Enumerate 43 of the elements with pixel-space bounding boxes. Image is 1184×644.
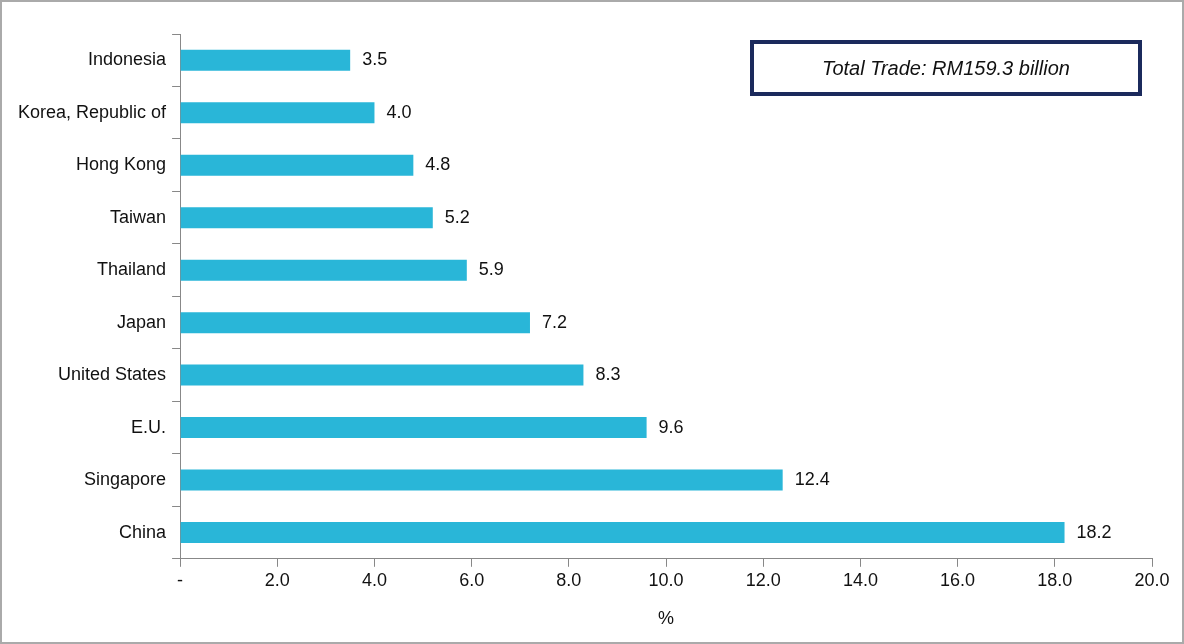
x-axis-title: % [658, 608, 675, 629]
data-label: 7.2 [541, 311, 568, 332]
y-tick-label: China [119, 521, 168, 542]
y-tick-label: E.U. [131, 416, 167, 437]
data-label: 12.4 [794, 469, 830, 490]
data-label: 3.5 [362, 49, 388, 70]
y-tick-label: Hong Kong [76, 154, 167, 175]
x-tick-label: 20.0 [1134, 569, 1170, 590]
bar [180, 364, 584, 386]
bar [180, 312, 530, 334]
x-tick-label: 8.0 [556, 569, 582, 590]
x-tick-label: 2.0 [264, 569, 290, 590]
y-tick-label: Korea, Republic of [17, 101, 168, 122]
data-label: 5.9 [478, 259, 504, 280]
x-tick-label: 14.0 [842, 569, 878, 590]
x-tick-label: 4.0 [361, 569, 387, 590]
y-tick-label: United States [58, 364, 167, 385]
x-tick-label: 16.0 [940, 569, 976, 590]
data-label: 18.2 [1076, 521, 1112, 542]
x-tick-label: 12.0 [745, 569, 781, 590]
y-tick-label: Indonesia [88, 49, 168, 70]
bar [180, 469, 783, 491]
y-tick-label: Taiwan [110, 206, 167, 227]
data-label: 8.3 [595, 364, 621, 385]
bar [180, 417, 647, 439]
bar [180, 522, 1065, 544]
data-label: 4.8 [425, 154, 451, 175]
bar [180, 154, 414, 176]
text-box: Total Trade: RM159.3 billion [750, 40, 1142, 96]
bar [180, 102, 375, 124]
x-tick-label: 10.0 [648, 569, 684, 590]
x-tick-label: 6.0 [459, 569, 485, 590]
data-label: 5.2 [444, 206, 470, 227]
x-tick-label: 18.0 [1037, 569, 1073, 590]
bar [180, 49, 351, 71]
y-tick-label: Singapore [84, 469, 167, 490]
bar [180, 259, 467, 281]
x-tick-label: - [177, 569, 184, 590]
y-tick-label: Japan [117, 311, 167, 332]
bar [180, 207, 433, 229]
data-label: 4.0 [386, 101, 412, 122]
y-tick-label: Thailand [97, 259, 167, 280]
data-label: 9.6 [658, 416, 684, 437]
